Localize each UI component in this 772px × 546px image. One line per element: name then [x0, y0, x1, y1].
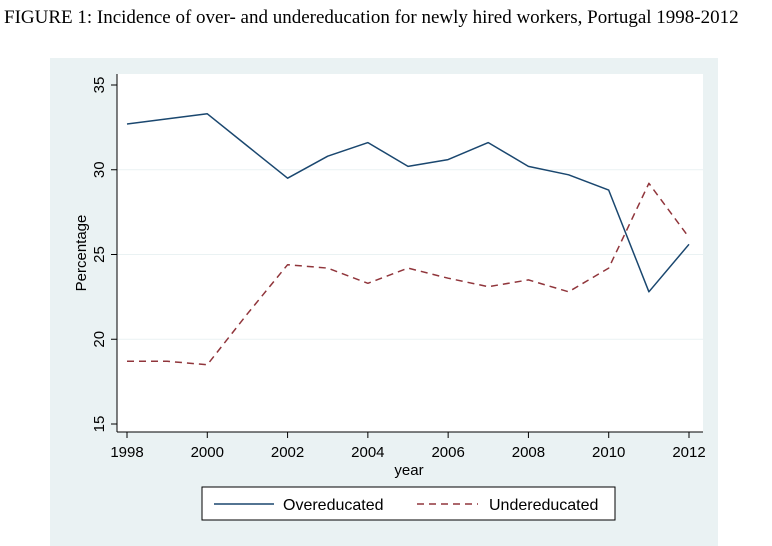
series-line-undereducated — [127, 182, 690, 366]
series-lines — [126, 113, 690, 366]
legend-label-overeducated: Overeducated — [283, 497, 384, 514]
legend: Overeducated Undereducated — [201, 486, 616, 521]
x-axis-label: year — [394, 462, 423, 479]
x-tick-label: 2010 — [592, 444, 625, 461]
y-tick-label: 35 — [91, 77, 108, 94]
y-tick-label: 20 — [91, 331, 108, 348]
gridlines — [117, 169, 703, 340]
x-tick-label: 1998 — [110, 444, 143, 461]
x-tick-label: 2006 — [431, 444, 464, 461]
x-tick-label: 2002 — [271, 444, 304, 461]
y-tick-label: 25 — [91, 246, 108, 263]
y-axis-label: Percentage — [73, 215, 90, 292]
series-line-overeducated — [126, 113, 690, 293]
plot-area — [117, 74, 703, 432]
y-tick-label: 15 — [91, 416, 108, 433]
x-tick-label: 2008 — [512, 444, 545, 461]
figure-caption: FIGURE 1: Incidence of over- and undered… — [4, 7, 739, 28]
legend-label-undereducated: Undereducated — [489, 497, 598, 514]
x-tick-label: 2012 — [672, 444, 705, 461]
axes: 15 20 25 30 35 1998 2000 2002 2004 2006 2008 2010 20… — [91, 74, 706, 461]
y-tick-label: 30 — [91, 161, 108, 178]
x-tick-label: 2004 — [351, 444, 384, 461]
x-tick-label: 2000 — [191, 444, 224, 461]
